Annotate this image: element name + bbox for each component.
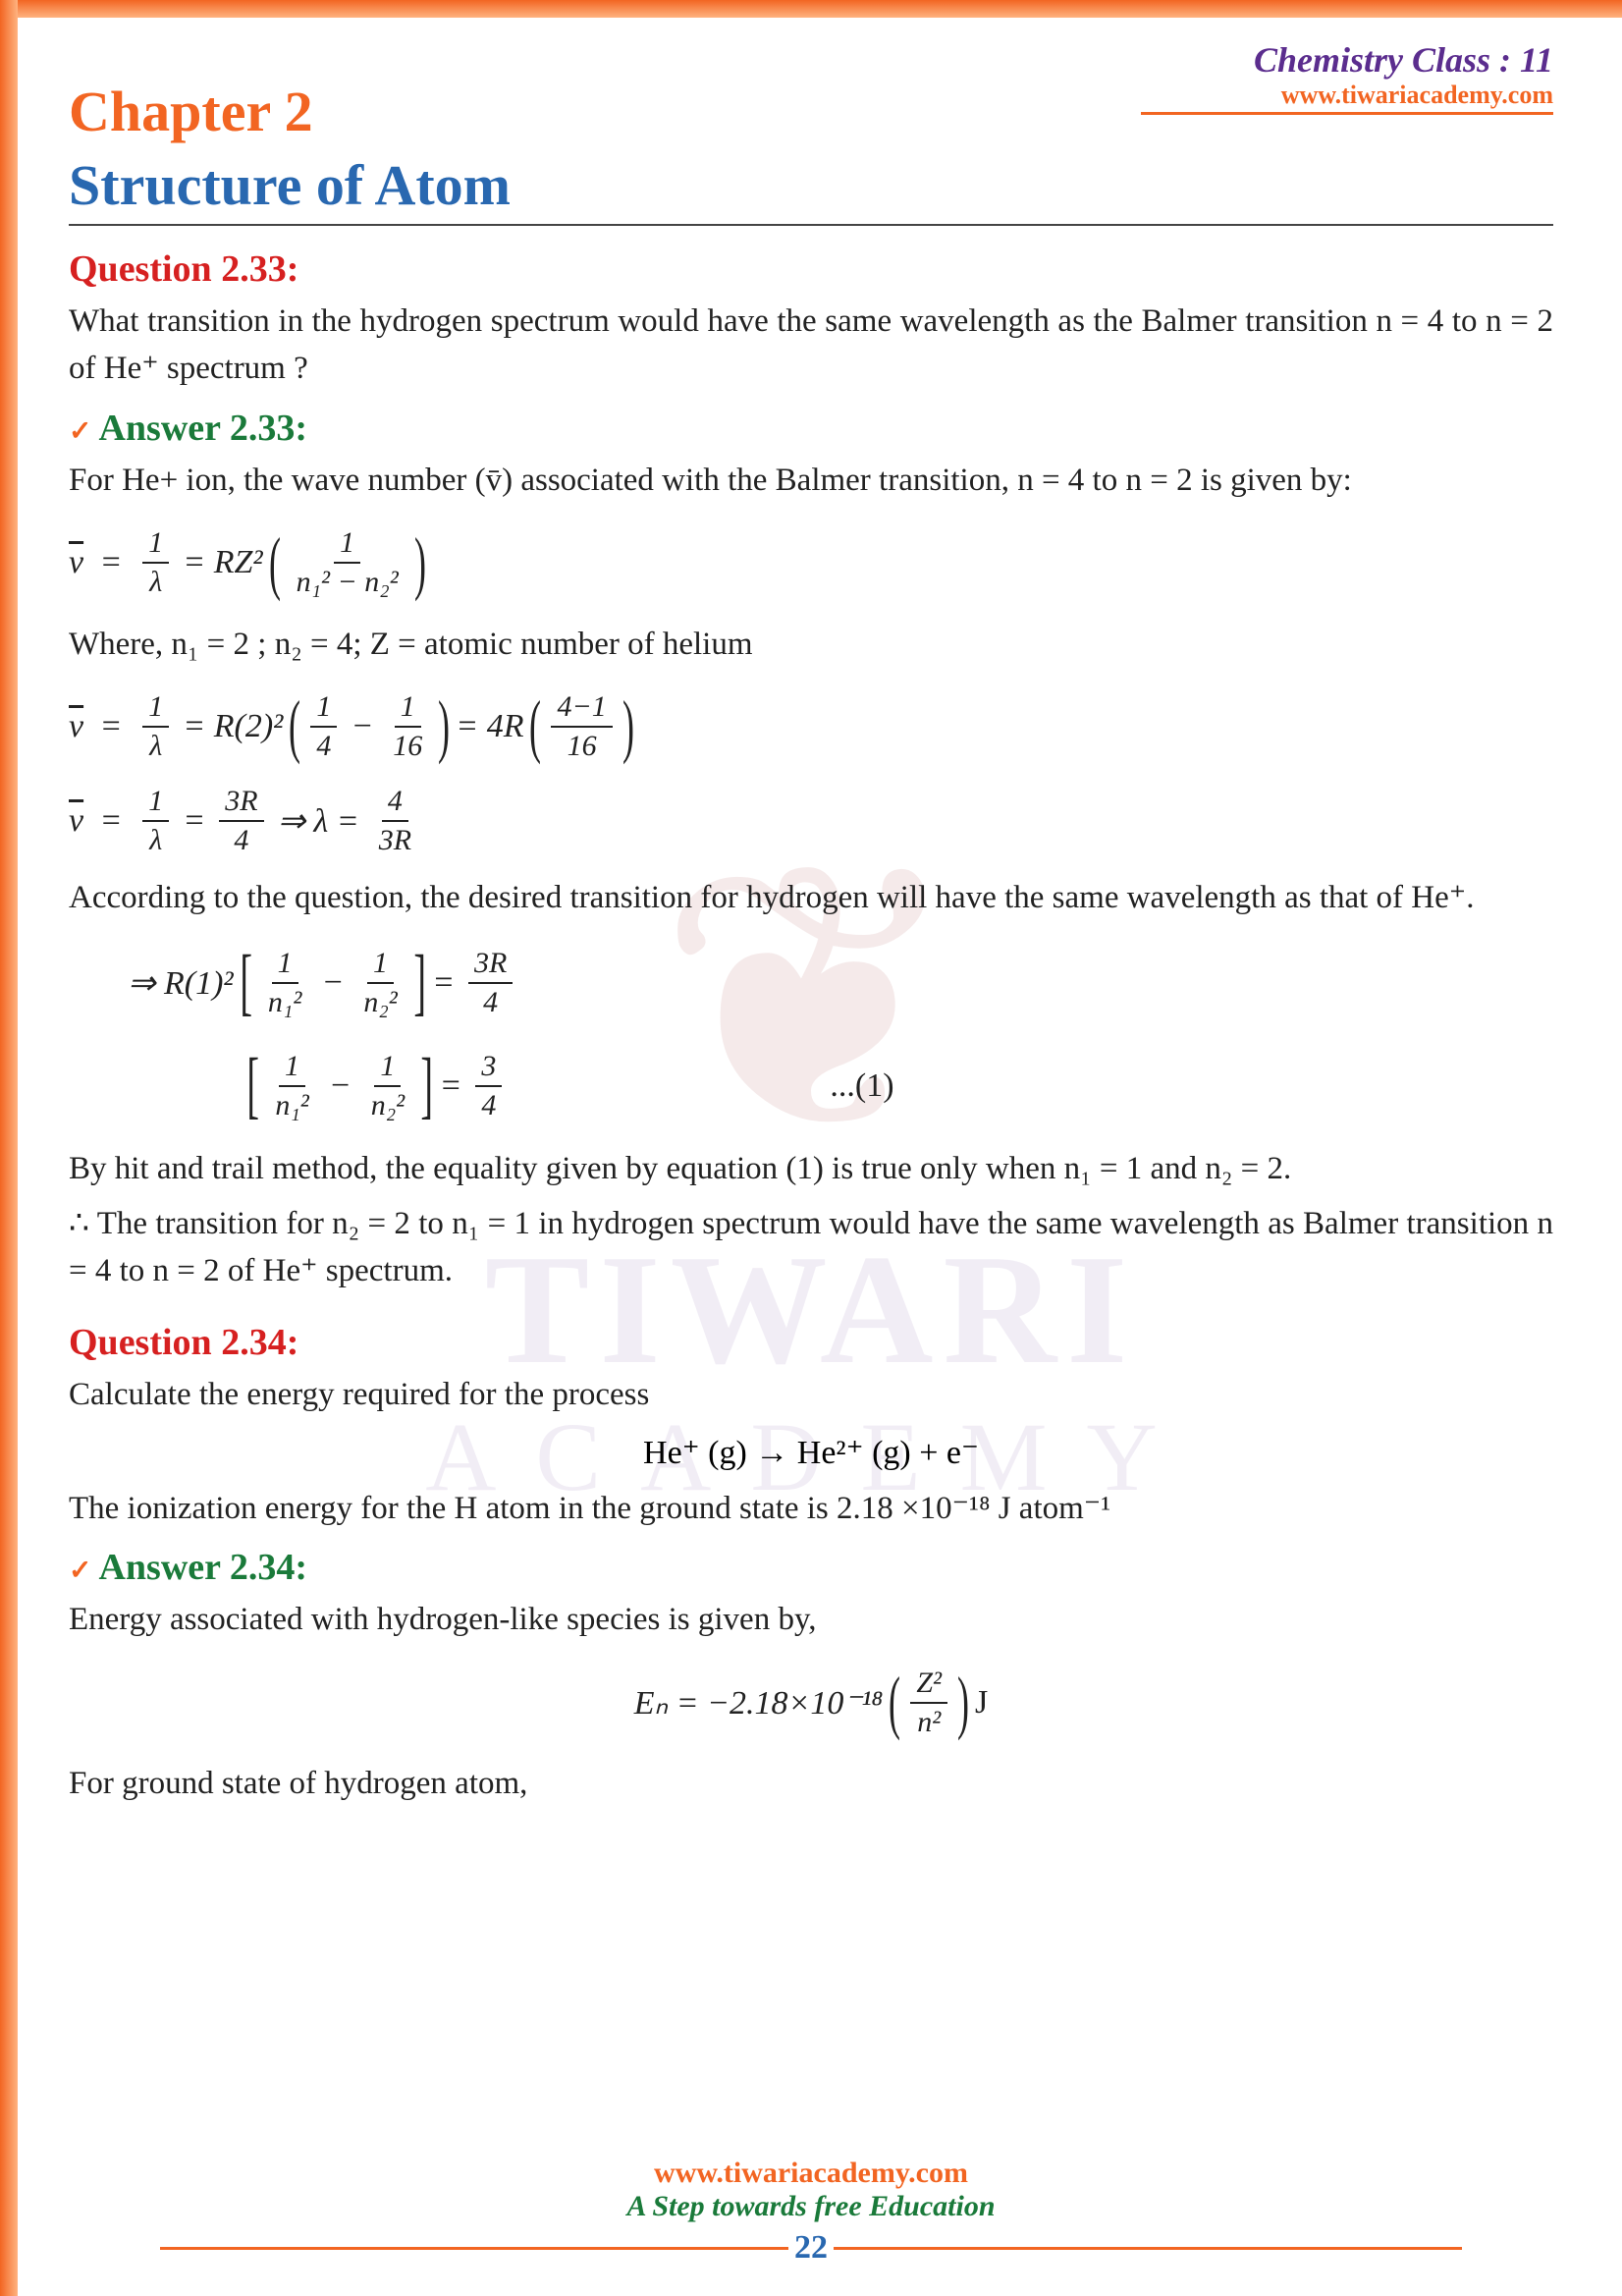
answer-233-line2: Where, n₁ = 2 ; n₂ = 4; Z = atomic numbe… [69, 622, 1553, 669]
footer-tagline: A Step towards free Education [0, 2190, 1622, 2223]
left-border [0, 0, 18, 2296]
question-234-text: Calculate the energy required for the pr… [69, 1372, 1553, 1419]
question-233-label: Question 2.33: [69, 247, 1553, 291]
page-number: 22 [794, 2229, 828, 2267]
chapter-title: Structure of Atom [69, 152, 1553, 218]
equation-233-2a: v = 1λ = R(2)² ( 14 − 116 ) = 4R ( 4−116… [69, 685, 1553, 767]
top-border [0, 0, 1622, 18]
answer-233-line4: By hit and trail method, the equality gi… [69, 1146, 1553, 1193]
question-234-text2: The ionization energy for the H atom in … [69, 1486, 1553, 1533]
equation-234-E: Eₙ = −2.18×10⁻¹⁸ ( Z²n² ) J [69, 1662, 1553, 1743]
answer-233-line5: ∴ The transition for n₂ = 2 to n₁ = 1 in… [69, 1201, 1553, 1295]
equation-233-3b: [ 1n₁² − 1n₂² ] = 34 ...(1) [250, 1043, 1553, 1128]
question-233-text: What transition in the hydrogen spectrum… [69, 299, 1553, 393]
equation-233-3a: ⇒ R(1)² [ 1n₁² − 1n₂² ] = 3R4 [128, 940, 1553, 1025]
answer-233-line1: For He+ ion, the wave number (v̄) associ… [69, 458, 1553, 505]
answer-233-label: Answer 2.33: [69, 407, 1553, 450]
equation-233-1: v = 1λ = RZ² ( 1n₁² − n₂² ) [69, 522, 1553, 604]
question-234-label: Question 2.34: [69, 1321, 1553, 1364]
chapter-number: Chapter 2 [69, 79, 1553, 144]
answer-234-line2: For ground state of hydrogen atom, [69, 1761, 1553, 1808]
answer-234-label: Answer 2.34: [69, 1546, 1553, 1589]
footer: www.tiwariacademy.com A Step towards fre… [0, 2157, 1622, 2267]
footer-site[interactable]: www.tiwariacademy.com [0, 2157, 1622, 2190]
reaction-234: He⁺ (g) → He²⁺ (g) + e⁻ [69, 1433, 1553, 1472]
answer-233-line3: According to the question, the desired t… [69, 875, 1553, 922]
equation-233-2b: v = 1λ = 3R4 ⇒ λ = 43R [69, 785, 1553, 857]
answer-234-line1: Energy associated with hydrogen-like spe… [69, 1597, 1553, 1644]
page-content: Chapter 2 Structure of Atom Question 2.3… [69, 39, 1553, 1808]
